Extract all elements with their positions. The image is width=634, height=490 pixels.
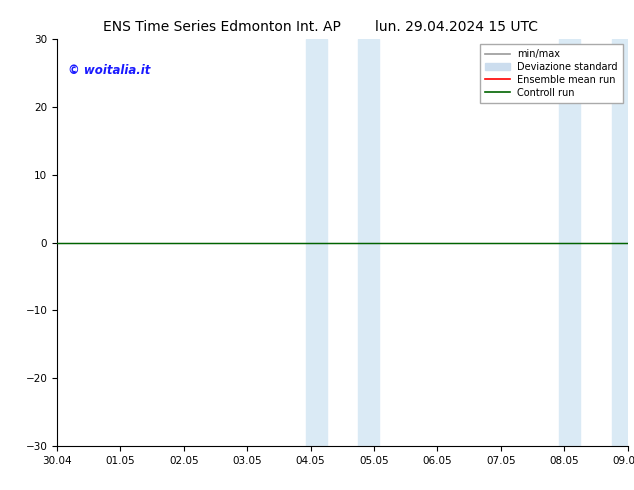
- Text: © woitalia.it: © woitalia.it: [68, 64, 151, 76]
- Text: lun. 29.04.2024 15 UTC: lun. 29.04.2024 15 UTC: [375, 20, 538, 34]
- Bar: [358, 39, 379, 446]
- Bar: [612, 39, 628, 446]
- Bar: [306, 39, 327, 446]
- Legend: min/max, Deviazione standard, Ensemble mean run, Controll run: min/max, Deviazione standard, Ensemble m…: [481, 44, 623, 102]
- Text: ENS Time Series Edmonton Int. AP: ENS Time Series Edmonton Int. AP: [103, 20, 341, 34]
- Bar: [559, 39, 580, 446]
